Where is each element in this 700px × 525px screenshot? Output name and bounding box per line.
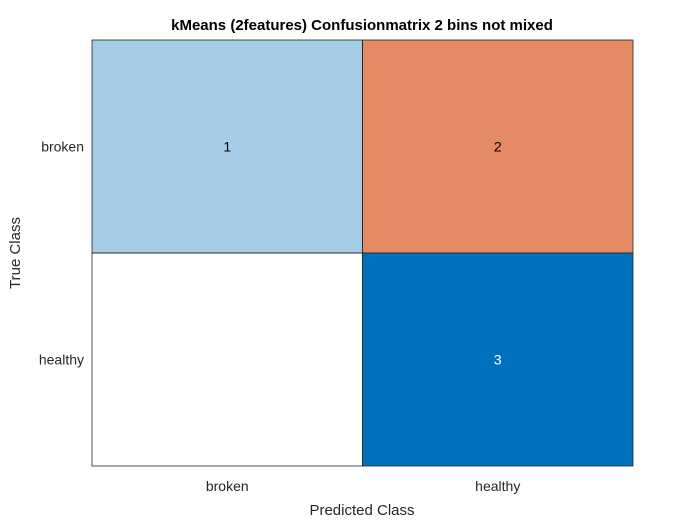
x-axis-label: Predicted Class: [309, 502, 414, 519]
y-axis-label: True Class: [7, 217, 24, 289]
y-tick-label-healthy: healthy: [39, 352, 84, 368]
cell-true-healthy-pred-healthy: [362, 253, 633, 466]
cell-border: [362, 252, 634, 467]
matrix-cell-borders: [91, 39, 634, 467]
cell-value-true-broken-pred-healthy: 2: [494, 139, 502, 155]
cell-true-broken-pred-broken: [92, 40, 363, 253]
matrix-cell-values: 1 2 3: [223, 139, 502, 368]
chart-title: kMeans (2features) Confusionmatrix 2 bin…: [171, 17, 553, 34]
cell-true-healthy-pred-broken: [92, 253, 363, 466]
cell-true-broken-pred-healthy: [362, 40, 633, 253]
x-tick-label-broken: broken: [206, 478, 249, 494]
y-axis-tick-labels: broken healthy: [39, 139, 84, 368]
cell-value-true-broken-pred-broken: 1: [223, 139, 231, 155]
x-axis-tick-labels: broken healthy: [206, 478, 520, 494]
cell-value-true-healthy-pred-healthy: 3: [494, 352, 502, 368]
matrix-cells: [92, 40, 633, 466]
x-tick-label-healthy: healthy: [475, 478, 520, 494]
y-tick-label-broken: broken: [41, 139, 84, 155]
